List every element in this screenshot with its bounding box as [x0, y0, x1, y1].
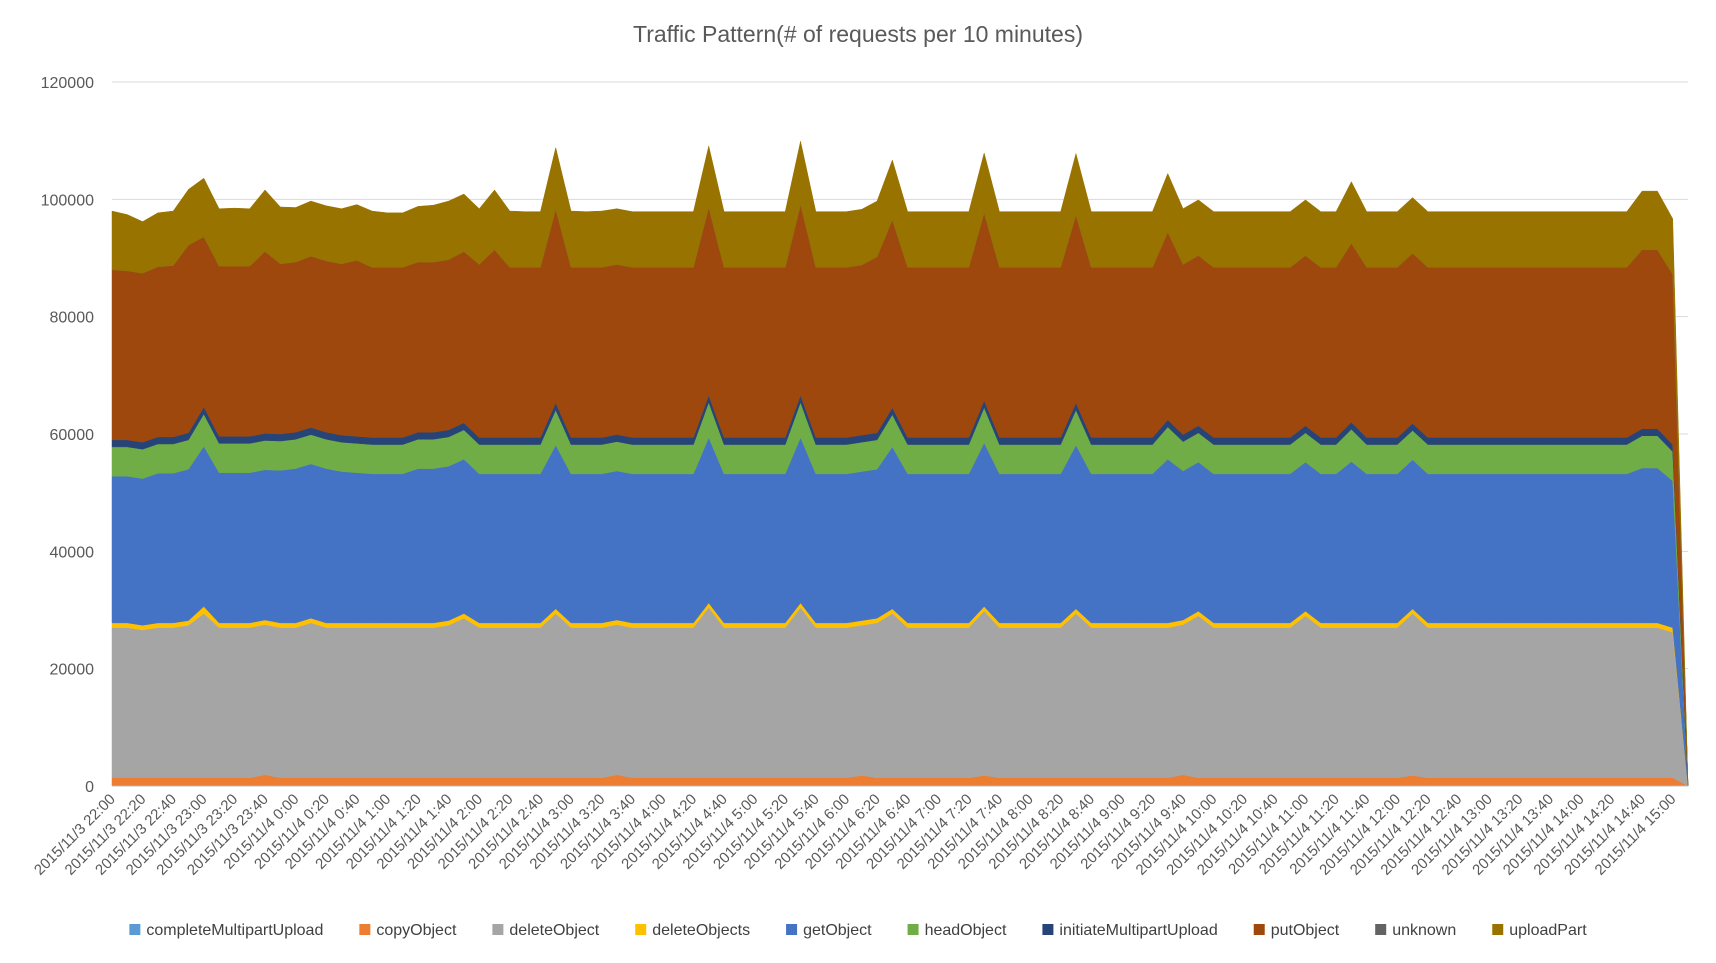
legend-swatch — [129, 924, 141, 935]
legend-item: headObject — [907, 922, 1007, 939]
legend-label: unknown — [1392, 922, 1456, 939]
legend-swatch — [359, 924, 371, 935]
legend-item: deleteObjects — [635, 922, 750, 939]
legend-label: putObject — [1271, 922, 1340, 939]
legend-item: initiateMultipartUpload — [1042, 922, 1218, 939]
legend: completeMultipartUpload copyObject deleteO… — [129, 922, 1587, 939]
legend-item: deleteObject — [492, 922, 600, 939]
legend-item: completeMultipartUpload — [129, 922, 323, 939]
legend-item: getObject — [786, 922, 872, 939]
y-tick-label: 60000 — [50, 427, 95, 444]
legend-label: uploadPart — [1509, 922, 1587, 939]
legend-label: deleteObject — [509, 922, 599, 939]
legend-swatch — [635, 924, 647, 935]
series-area-uploadPart — [111, 141, 1689, 787]
chart-title: Traffic Pattern(# of requests per 10 min… — [633, 21, 1083, 47]
legend-item: uploadPart — [1492, 922, 1587, 939]
area-layer — [111, 141, 1689, 787]
y-tick-label: 120000 — [41, 75, 94, 92]
legend-swatch — [907, 924, 919, 935]
y-axis: 0 20000 40000 60000 80000 100000 120000 — [41, 75, 94, 796]
legend-label: copyObject — [376, 922, 457, 939]
legend-label: headObject — [925, 922, 1007, 939]
legend-item: putObject — [1253, 922, 1340, 939]
legend-swatch — [1375, 924, 1387, 935]
y-tick-label: 100000 — [41, 192, 94, 209]
legend-swatch — [786, 924, 798, 935]
legend-swatch — [1253, 924, 1265, 935]
y-tick-label: 20000 — [50, 662, 95, 679]
y-tick-label: 80000 — [50, 310, 95, 327]
y-tick-label: 0 — [85, 779, 94, 796]
series-area-deleteObject — [111, 607, 1689, 787]
legend-label: deleteObjects — [652, 922, 750, 939]
y-tick-label: 40000 — [50, 544, 95, 561]
legend-item: unknown — [1375, 922, 1456, 939]
legend-item: copyObject — [359, 922, 457, 939]
legend-label: completeMultipartUpload — [146, 922, 323, 939]
legend-swatch — [492, 924, 504, 935]
legend-swatch — [1492, 924, 1504, 935]
legend-label: initiateMultipartUpload — [1059, 922, 1217, 939]
legend-label: getObject — [803, 922, 872, 939]
legend-swatch — [1042, 924, 1054, 935]
